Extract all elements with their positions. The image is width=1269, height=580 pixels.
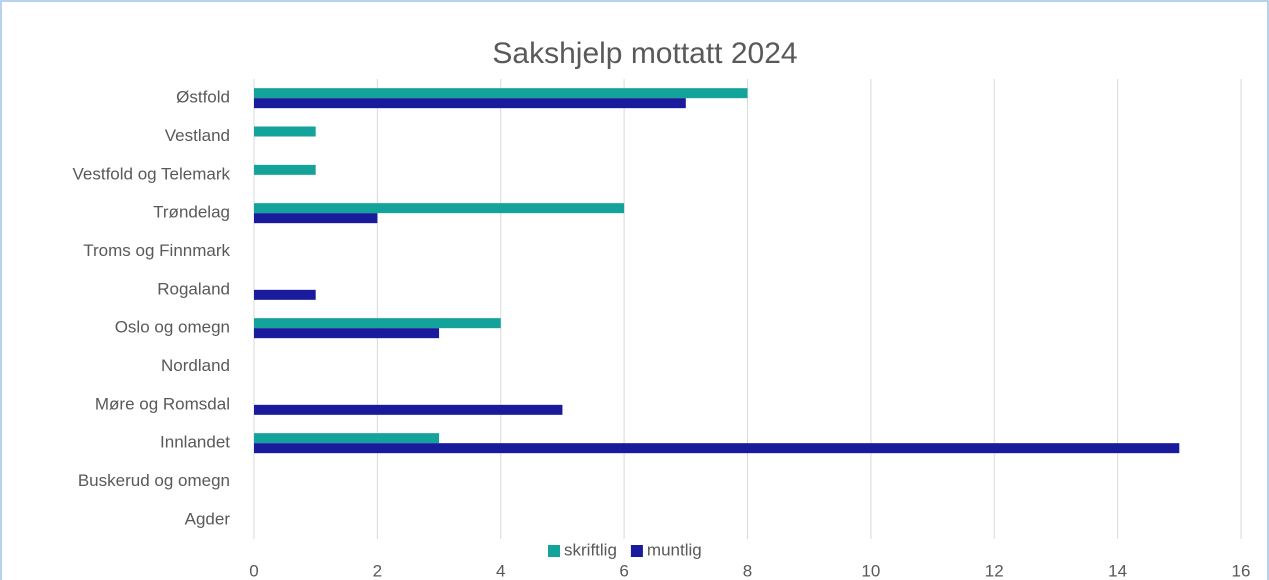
bar — [254, 98, 686, 109]
y-tick-label: Trøndelag — [153, 203, 230, 222]
bar — [254, 88, 748, 99]
x-tick-label: 8 — [743, 561, 752, 580]
bar — [254, 213, 378, 224]
y-tick-label: Oslo og omegn — [115, 318, 230, 337]
y-tick-label: Rogaland — [157, 279, 230, 298]
bar — [254, 404, 563, 415]
y-tick-label: Nordland — [161, 356, 230, 375]
chart-title: Sakshjelp mottatt 2024 — [492, 37, 797, 70]
x-tick-label: 4 — [496, 561, 505, 580]
y-tick-label: Agder — [185, 509, 231, 528]
x-tick-label: 16 — [1232, 561, 1251, 580]
y-tick-label: Troms og Finnmark — [83, 241, 230, 260]
x-tick-label: 12 — [985, 561, 1004, 580]
y-tick-label: Østfold — [176, 88, 230, 107]
bar — [254, 328, 440, 339]
bar — [254, 203, 625, 214]
y-tick-label: Buskerud og omegn — [78, 471, 230, 490]
bar — [254, 126, 316, 137]
legend-swatch — [548, 545, 560, 557]
bar — [254, 289, 316, 300]
legend-swatch — [630, 545, 643, 557]
x-tick-label: 6 — [619, 561, 628, 580]
x-tick-label: 0 — [249, 561, 258, 580]
y-tick-label: Innlandet — [160, 433, 230, 452]
x-tick-label: 14 — [1108, 561, 1127, 580]
bar — [254, 433, 440, 444]
y-tick-label: Vestland — [165, 126, 230, 145]
bar — [254, 318, 501, 329]
bar — [254, 443, 1180, 454]
y-tick-label: Møre og Romsdal — [95, 394, 230, 413]
bar — [254, 164, 316, 175]
x-tick-label: 10 — [861, 561, 880, 580]
x-tick-label: 2 — [373, 561, 382, 580]
legend-label: skriftlig — [564, 540, 617, 559]
y-tick-label: Vestfold og Telemark — [73, 164, 231, 183]
legend-label: muntlig — [647, 540, 702, 559]
